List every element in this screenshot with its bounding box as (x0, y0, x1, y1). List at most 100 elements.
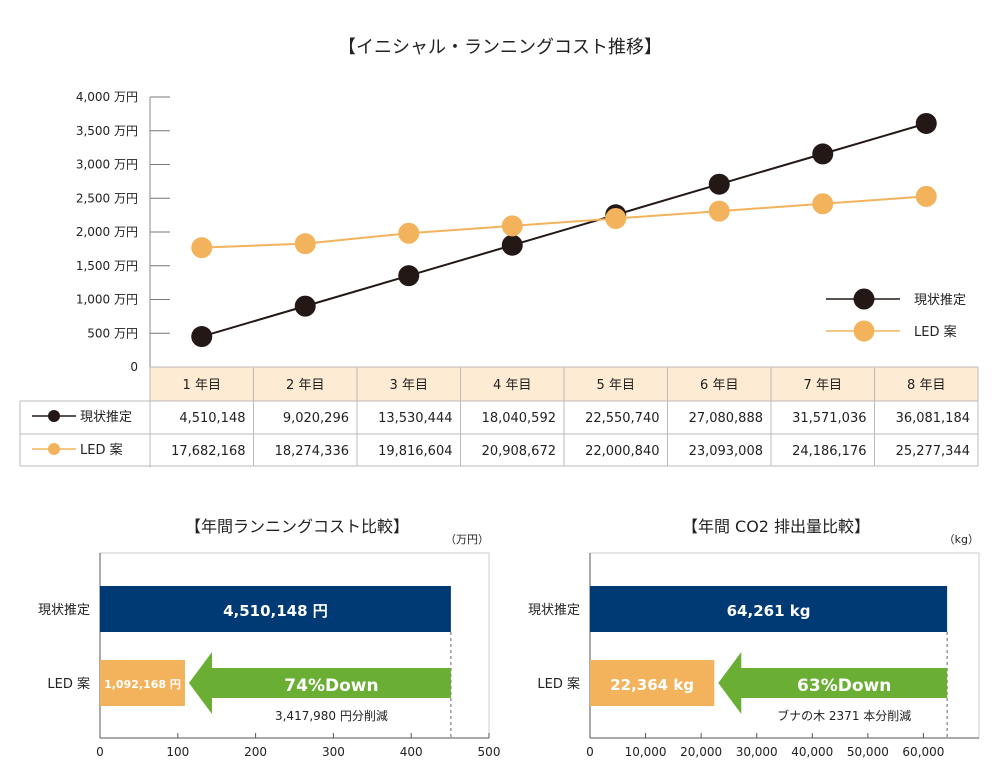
bar (100, 586, 451, 632)
reduction-note: 3,417,980 円分削減 (275, 708, 388, 723)
x-tick-label: 300 (322, 745, 345, 759)
reduction-label: 63%Down (797, 676, 891, 696)
data-point (294, 233, 316, 255)
table-header-cell: 2 年目 (286, 378, 324, 393)
row-label: LED 案 (80, 443, 123, 458)
series-line (201, 195, 927, 249)
table-cell: 4,510,148 (179, 411, 245, 426)
value-label: 4,510,148 円 (223, 602, 328, 620)
data-point (191, 237, 213, 259)
bar-chart-title: 【年間 CO2 排出量比較】 (682, 517, 870, 536)
table-cell: 9,020,296 (283, 411, 349, 426)
table-cell: 22,550,740 (585, 411, 659, 426)
table-cell: 36,081,184 (896, 411, 970, 426)
table-header-cell: 6 年目 (700, 378, 738, 393)
row-label: 現状推定 (80, 410, 132, 425)
bar (100, 660, 185, 706)
value-label: 22,364 kg (610, 676, 694, 694)
x-tick-label: 100 (166, 745, 189, 759)
category-label: 現状推定 (38, 603, 90, 618)
bar-chart-1: 【年間ランニングコスト比較】 （万円） 0 100 200 300 400 500 現状推定 LE… (38, 517, 500, 759)
bar-chart-unit: （kg） (944, 533, 979, 546)
category-label: 現状推定 (528, 603, 580, 618)
x-tick-label: 400 (400, 745, 423, 759)
table-cell: 24,186,176 (792, 444, 866, 459)
data-point (605, 207, 627, 229)
legend-label: LED 案 (914, 325, 957, 340)
y-tick-label: 4,000 万円 (76, 90, 138, 104)
reduction-arrow (188, 652, 451, 714)
series-line (201, 122, 927, 338)
data-point (708, 200, 730, 222)
y-tick-label: 1,000 万円 (76, 293, 138, 307)
bar-chart-unit: （万円） (445, 533, 489, 546)
y-tick-label: 3,000 万円 (76, 158, 138, 172)
x-tick-label: 30,000 (736, 745, 778, 759)
reduction-arrow (718, 652, 948, 714)
bar (590, 660, 715, 706)
table-cell: 13,530,444 (378, 411, 452, 426)
table-header-cell: 5 年目 (597, 378, 635, 393)
y-tick-label: 2,000 万円 (76, 225, 138, 239)
table-cell: 23,093,008 (689, 444, 763, 459)
legend-marker (853, 320, 875, 342)
category-label: LED 案 (537, 677, 580, 692)
line-chart-title: 【イニシャル・ランニングコスト推移】 (338, 37, 662, 58)
table-cell: 18,040,592 (482, 411, 556, 426)
row-legend-marker (48, 443, 60, 455)
table-cell: 31,571,036 (792, 411, 866, 426)
table-cell: 19,816,604 (378, 444, 452, 459)
data-point (501, 234, 523, 256)
x-tick-label: 0 (586, 745, 594, 759)
x-tick-label: 0 (96, 745, 104, 759)
table-cell: 27,080,888 (689, 411, 763, 426)
x-tick-label: 20,000 (680, 745, 722, 759)
data-point (915, 112, 937, 134)
y-tick-label: 0 (130, 360, 138, 374)
bar (590, 586, 948, 632)
table-cell: 17,682,168 (171, 444, 245, 459)
bar-chart-2: 【年間 CO2 排出量比較】 （kg） 0 10,000 20,000 30,000 40,… (528, 517, 980, 759)
data-point (191, 326, 213, 348)
table-cell: 18,274,336 (275, 444, 349, 459)
y-tick-label: 500 万円 (87, 326, 138, 340)
legend: 現状推定 LED 案 (826, 288, 966, 342)
data-point (812, 143, 834, 165)
x-tick-label: 200 (244, 745, 267, 759)
data-point (398, 222, 420, 244)
value-label: 1,092,168 円 (104, 678, 181, 691)
table-header-cell: 4 年目 (493, 378, 531, 393)
bar-chart-title: 【年間ランニングコスト比較】 (185, 517, 409, 536)
data-point (812, 193, 834, 215)
table-header-cell: 1 年目 (183, 378, 221, 393)
data-point (915, 185, 937, 207)
y-tick-label: 1,500 万円 (76, 259, 138, 273)
value-label: 64,261 kg (727, 602, 811, 620)
data-point (294, 295, 316, 317)
data-point (501, 215, 523, 237)
table-header-cell: 7 年目 (804, 378, 842, 393)
reduction-label: 74%Down (284, 676, 378, 696)
y-tick-label: 2,500 万円 (76, 191, 138, 205)
x-tick-label: 500 (478, 745, 501, 759)
reduction-note: ブナの木 2371 本分削減 (777, 708, 911, 723)
series-current: 現状推定 4,510,148 9,020,296 13,530,444 18,040,5… (32, 112, 970, 426)
data-point (708, 173, 730, 195)
y-tick-label: 3,500 万円 (76, 124, 138, 138)
x-tick-label: 10,000 (625, 745, 667, 759)
row-legend-marker (48, 410, 60, 422)
legend-label: 現状推定 (914, 293, 966, 308)
x-tick-label: 60,000 (902, 745, 944, 759)
table-cell: 25,277,344 (896, 444, 970, 459)
legend-marker (853, 288, 875, 310)
table-header-cell: 3 年目 (390, 378, 428, 393)
x-tick-label: 50,000 (847, 745, 889, 759)
table-cell: 20,908,672 (482, 444, 556, 459)
line-chart: 【イニシャル・ランニングコスト推移】 0 500 万円 1,000 万円 1,500 万… (19, 37, 979, 467)
table-cell: 22,000,840 (585, 444, 659, 459)
category-label: LED 案 (47, 677, 90, 692)
x-tick-label: 40,000 (791, 745, 833, 759)
data-point (398, 265, 420, 287)
series-led: LED 案 17,682,168 18,274,336 19,816,604 20,90… (32, 185, 970, 459)
